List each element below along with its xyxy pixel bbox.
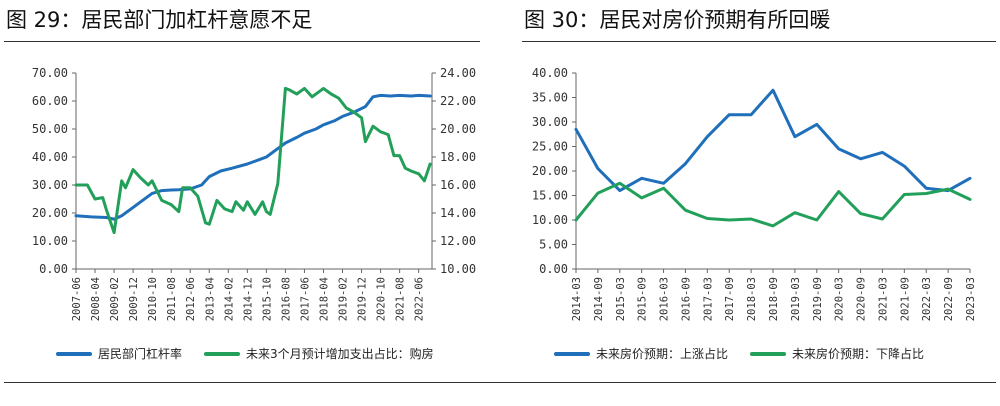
- x-tick-label: 2012-06: [185, 277, 197, 321]
- right-chart-title: 图 30：居民对房价预期有所回暖: [524, 8, 831, 32]
- y-left-tick-label: 50.00: [32, 122, 68, 136]
- y-right-tick-label: 16.00: [440, 178, 476, 192]
- x-tick-label: 2016-09: [680, 277, 692, 321]
- x-tick-label: 2016-03: [659, 277, 671, 321]
- y-right-tick-label: 18.00: [440, 150, 476, 164]
- x-tick-label: 2016-08: [280, 277, 292, 321]
- x-tick-label: 2020-10: [376, 277, 388, 321]
- x-tick-label: 2017-06: [299, 277, 311, 321]
- legend-swatch-green: [204, 351, 241, 356]
- legend-item-down: 未来房价预期：下降占比: [750, 345, 924, 362]
- y-tick-label: 30.00: [532, 115, 568, 129]
- y-tick-label: 10.00: [532, 213, 568, 227]
- y-right-tick-label: 24.00: [440, 66, 476, 80]
- legend-swatch-blue: [56, 351, 92, 356]
- x-tick-label: 2021-03: [877, 277, 889, 321]
- series-line-down: [574, 181, 972, 228]
- series-line-housing-spend: [74, 86, 432, 235]
- y-left-tick-label: 20.00: [32, 206, 68, 220]
- legend-item-housing-spend: 未来3个月预计增加支出占比：购房: [204, 345, 434, 362]
- y-tick-label: 15.00: [532, 189, 568, 203]
- x-tick-label: 2022-06: [414, 277, 426, 321]
- legend-label-down: 未来房价预期：下降占比: [792, 347, 925, 361]
- x-tick-label: 2011-08: [166, 277, 178, 321]
- x-tick-label: 2019-02: [338, 277, 350, 321]
- x-tick-label: 2023-03: [965, 277, 977, 321]
- bottom-rule: [4, 382, 996, 383]
- y-right-tick-label: 10.00: [440, 262, 476, 276]
- left-legend: 居民部门杠杆率 未来3个月预计增加支出占比：购房: [56, 345, 456, 362]
- x-tick-label: 2014-02: [223, 277, 235, 321]
- x-tick-label: 2017-03: [702, 277, 714, 321]
- left-title-rule: [4, 41, 480, 42]
- x-tick-label: 2021-08: [395, 277, 407, 321]
- y-tick-label: 5.00: [539, 238, 568, 252]
- legend-label-leverage: 居民部门杠杆率: [98, 347, 183, 361]
- y-left-tick-label: 60.00: [32, 94, 68, 108]
- y-left-tick-label: 70.00: [32, 66, 68, 80]
- y-right-tick-label: 12.00: [440, 234, 476, 248]
- y-right-tick-label: 22.00: [440, 94, 476, 108]
- y-left-tick-label: 10.00: [32, 234, 68, 248]
- y-tick-label: 20.00: [532, 164, 568, 178]
- x-tick-label: 2021-09: [899, 277, 911, 321]
- x-tick-label: 2015-03: [615, 277, 627, 321]
- x-tick-label: 2009-02: [109, 277, 121, 321]
- x-tick-label: 2020-09: [856, 277, 868, 321]
- x-tick-label: 2013-04: [204, 277, 216, 321]
- x-tick-label: 2014-09: [593, 277, 605, 321]
- x-tick-label: 2010-10: [147, 277, 159, 321]
- right-title-rule: [522, 41, 996, 42]
- x-tick-label: 2018-03: [746, 277, 758, 321]
- x-tick-label: 2015-09: [637, 277, 649, 321]
- legend-label-up: 未来房价预期：上涨占比: [596, 347, 729, 361]
- x-tick-label: 2019-03: [790, 277, 802, 321]
- x-tick-label: 2020-03: [834, 277, 846, 321]
- legend-swatch-blue: [554, 351, 590, 356]
- y-tick-label: 25.00: [532, 140, 568, 154]
- series-line-up: [574, 88, 972, 193]
- x-tick-label: 2014-03: [571, 277, 583, 321]
- x-tick-label: 2019-09: [812, 277, 824, 321]
- legend-swatch-green: [750, 351, 787, 356]
- x-tick-label: 2017-09: [724, 277, 736, 321]
- x-tick-label: 2008-04: [90, 277, 102, 321]
- y-right-tick-label: 14.00: [440, 206, 476, 220]
- series-line-leverage: [74, 93, 432, 221]
- x-tick-label: 2022-03: [921, 277, 933, 321]
- x-tick-label: 2018-04: [318, 277, 330, 321]
- x-tick-label: 2015-10: [261, 277, 273, 321]
- x-tick-label: 2007-06: [71, 277, 83, 321]
- legend-item-leverage: 居民部门杠杆率: [56, 345, 182, 362]
- y-right-tick-label: 20.00: [440, 122, 476, 136]
- legend-label-housing-spend: 未来3个月预计增加支出占比：购房: [246, 347, 434, 361]
- y-tick-label: 35.00: [532, 91, 568, 105]
- y-left-tick-label: 0.00: [39, 262, 68, 276]
- leverage-chart: 0.00 10.00 20.00 30.00 40.00 50.00 60.00 70.00 1…: [32, 66, 476, 321]
- y-tick-label: 0.00: [539, 262, 568, 276]
- y-left-tick-label: 40.00: [32, 150, 68, 164]
- x-tick-label: 2014-12: [242, 277, 254, 321]
- housing-expectation-chart: 0.00 5.00 10.00 15.00 20.00 25.00 30.00 35.00 40…: [532, 66, 977, 321]
- right-legend: 未来房价预期：上涨占比 未来房价预期：下降占比: [554, 345, 946, 362]
- y-left-tick-label: 30.00: [32, 178, 68, 192]
- left-chart-title: 图 29：居民部门加杠杆意愿不足: [6, 8, 313, 32]
- y-tick-label: 40.00: [532, 66, 568, 80]
- x-tick-label: 2022-09: [943, 277, 955, 321]
- x-tick-label: 2009-12: [128, 277, 140, 321]
- x-tick-label: 2018-09: [768, 277, 780, 321]
- x-tick-label: 2019-12: [357, 277, 369, 321]
- legend-item-up: 未来房价预期：上涨占比: [554, 345, 728, 362]
